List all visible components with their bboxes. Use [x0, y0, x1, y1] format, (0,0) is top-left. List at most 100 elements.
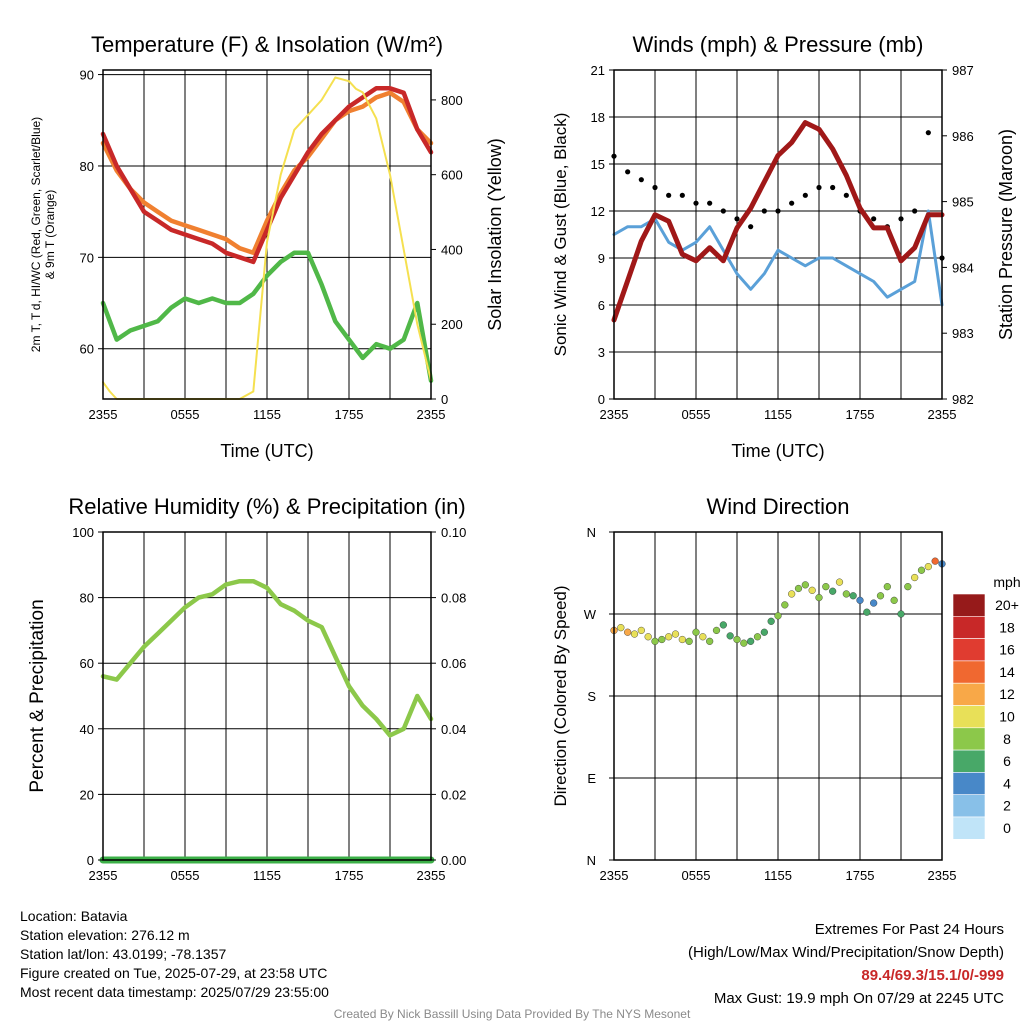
- x-tick-label: 2355: [928, 407, 957, 422]
- humidity-line: [100, 578, 434, 738]
- y-tick-label: 0: [87, 853, 94, 868]
- direction-point: [637, 626, 645, 635]
- gust-point: [898, 216, 904, 222]
- direction-point: [890, 596, 898, 604]
- x-tick-label: 1755: [846, 868, 875, 883]
- gust-point: [830, 184, 836, 191]
- gust-point: [761, 208, 767, 214]
- direction-point: [706, 637, 714, 645]
- direction-point: [760, 628, 768, 636]
- y2-tick-label: 200: [441, 317, 463, 332]
- y-tick-label: 60: [80, 656, 94, 671]
- legend-label: 8: [1003, 731, 1011, 747]
- wind-speed-line: [612, 209, 944, 307]
- x-tick-label: 0555: [682, 868, 711, 883]
- legend-label: 6: [1003, 753, 1011, 769]
- direction-point: [617, 624, 625, 632]
- x-tick-label: 1155: [764, 868, 792, 883]
- plot-frame: [102, 531, 432, 861]
- gust-point: [666, 192, 672, 198]
- direction-point: [699, 633, 707, 641]
- direction-point: [849, 592, 857, 600]
- gust-point: [638, 177, 644, 183]
- extremes-info: Extremes For Past 24 Hours (High/Low/Max…: [688, 918, 1004, 1010]
- direction-point: [917, 566, 926, 574]
- x-tick-label: 1155: [764, 407, 792, 422]
- legend-title: mph: [993, 574, 1020, 590]
- y2-tick-label: 987: [952, 63, 974, 78]
- direction-point: [630, 630, 639, 638]
- y2-tick-label: 983: [952, 326, 974, 341]
- y2-tick-label: 400: [441, 242, 463, 257]
- y-tick-label: S: [587, 689, 596, 704]
- station-latlon: Station lat/lon: 43.0199; -78.1357: [20, 946, 227, 962]
- legend-label: 12: [999, 686, 1015, 702]
- legend-swatch: [952, 749, 986, 773]
- y2-tick-label: 800: [441, 93, 463, 108]
- x-tick-label: 0555: [171, 407, 200, 422]
- extremes-title: Extremes For Past 24 Hours: [814, 921, 1004, 938]
- legend-swatch: [952, 593, 986, 617]
- x-tick-label: 2355: [928, 868, 957, 883]
- station-location: Location: Batavia: [20, 908, 128, 924]
- credit-line: Created By Nick Bassill Using Data Provi…: [333, 1007, 691, 1021]
- legend-swatch: [952, 682, 986, 706]
- y2-tick-label: 0.10: [441, 525, 466, 540]
- x-tick-label: 0555: [171, 868, 200, 883]
- x-tick-label: 2355: [600, 868, 629, 883]
- x-tick-label: 1755: [846, 407, 875, 422]
- y2-axis-label: Station Pressure (Maroon): [996, 129, 1016, 340]
- y-tick-label: 60: [80, 342, 94, 357]
- panel-title: Temperature (F) & Insolation (W/m²): [91, 32, 443, 57]
- y-axis-label: Percent & Precipitation: [27, 599, 48, 792]
- direction-point: [665, 633, 673, 641]
- panel-title: Wind Direction: [706, 494, 849, 519]
- y-tick-label: 21: [591, 63, 605, 78]
- y2-tick-label: 0.00: [441, 853, 466, 868]
- direction-point: [733, 635, 741, 644]
- panel-title: Winds (mph) & Pressure (mb): [633, 32, 924, 57]
- panel-1: Temperature (F) & Insolation (W/m²)2355 0…: [29, 32, 505, 461]
- y-tick-label: 12: [591, 204, 605, 219]
- gust-point: [816, 184, 822, 191]
- pressure-line: [611, 120, 945, 323]
- direction-point: [685, 637, 693, 645]
- y-tick-label: W: [584, 607, 597, 622]
- direction-point: [692, 628, 700, 636]
- x-tick-label: 1755: [335, 407, 364, 422]
- gust-point: [789, 200, 795, 206]
- direction-point: [671, 630, 680, 638]
- legend-label: 14: [999, 664, 1015, 680]
- direction-point: [678, 635, 686, 644]
- legend-label: 4: [1003, 775, 1011, 791]
- legend-swatch: [952, 816, 986, 840]
- legend-swatch: [952, 638, 986, 662]
- y-tick-label: 18: [591, 110, 605, 125]
- y2-tick-label: 0.04: [441, 722, 466, 737]
- x-axis-label: Time (UTC): [220, 441, 313, 461]
- direction-point: [842, 590, 850, 598]
- direction-point: [719, 621, 727, 629]
- direction-point: [883, 583, 891, 591]
- direction-point: [788, 590, 796, 598]
- gust-point: [707, 200, 713, 206]
- legend-label: 16: [999, 642, 1015, 658]
- gust-point: [679, 192, 685, 198]
- y-tick-label: 90: [80, 68, 94, 83]
- panel-title: Relative Humidity (%) & Precipitation (i…: [68, 494, 465, 519]
- extremes-legend: (High/Low/Max Wind/Precipitation/Snow De…: [688, 944, 1004, 961]
- y-tick-label: 40: [80, 722, 94, 737]
- direction-point: [644, 633, 652, 641]
- legend-swatch: [952, 727, 986, 751]
- y-axis-label-line: 2m T, T d, HI/WC (Red, Green, Scarlet/Bl…: [29, 117, 43, 352]
- y-axis-label-line: & 9m T (Orange): [43, 190, 57, 280]
- station-info: Location: Batavia Station elevation: 276…: [20, 907, 329, 1002]
- gust-point: [843, 192, 849, 198]
- direction-point: [774, 612, 782, 620]
- legend-label: 20+: [995, 597, 1019, 613]
- panel-3: Relative Humidity (%) & Precipitation (i…: [27, 494, 466, 883]
- y-tick-label: 80: [80, 159, 94, 174]
- y-tick-label: 0: [598, 392, 605, 407]
- plot-frame: [613, 69, 943, 400]
